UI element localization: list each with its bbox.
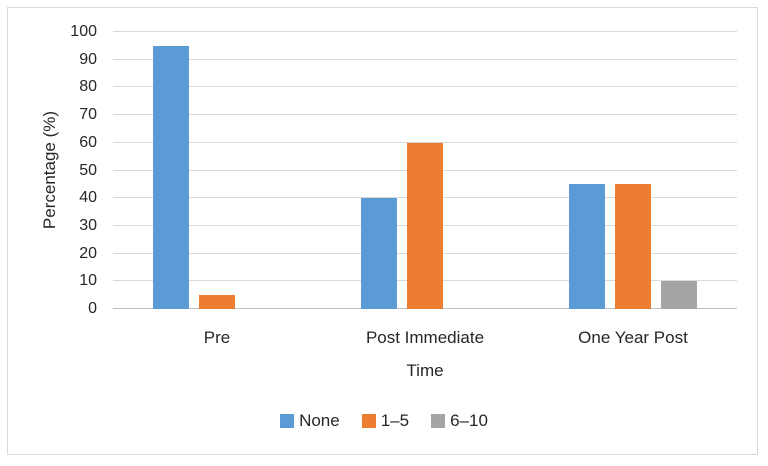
bar-groups xyxy=(113,32,737,309)
legend-swatch-icon xyxy=(431,414,446,428)
gridline-90 xyxy=(113,58,737,60)
legend-label: None xyxy=(299,411,340,430)
bar-None-Pre xyxy=(153,45,189,309)
legend-item-1–5: 1–5 xyxy=(361,411,410,431)
y-tick-label-60: 60 xyxy=(79,133,97,151)
y-tick-label-50: 50 xyxy=(79,161,97,179)
bar-None-One Year Post xyxy=(569,184,605,309)
gridline-60 xyxy=(113,141,737,143)
bar-1–5-Post Immediate xyxy=(407,142,443,309)
legend-label: 6–10 xyxy=(450,411,488,430)
legend-item-None: None xyxy=(280,411,340,431)
legend: None 1–5 6–10 xyxy=(0,411,768,431)
legend-swatch-icon xyxy=(280,414,295,428)
gridline-70 xyxy=(113,114,737,116)
x-category-label-1: Post Immediate xyxy=(365,328,485,347)
bar-group-2 xyxy=(529,32,737,309)
y-tick-label-0: 0 xyxy=(88,300,97,317)
y-tick-label-90: 90 xyxy=(79,50,97,68)
y-tick-label-80: 80 xyxy=(79,78,97,96)
x-axis-title: Time xyxy=(406,361,444,380)
legend-item-6–10: 6–10 xyxy=(431,411,488,431)
y-tick-label-20: 20 xyxy=(79,244,97,262)
y-tick-label-100: 100 xyxy=(70,23,97,40)
x-category-label-2: One Year Post xyxy=(578,328,688,347)
bar-6–10-One Year Post xyxy=(661,281,697,309)
bar-None-Post Immediate xyxy=(361,198,397,309)
y-tick-label-10: 10 xyxy=(79,272,97,290)
plot-area xyxy=(113,31,737,309)
bar-group-1 xyxy=(321,32,529,309)
bar-group-0 xyxy=(113,32,321,309)
y-tick-label-70: 70 xyxy=(79,106,97,124)
y-tick-label-40: 40 xyxy=(79,189,97,207)
legend-swatch-icon xyxy=(361,414,376,428)
bar-1–5-One Year Post xyxy=(615,184,651,309)
y-tick-label-30: 30 xyxy=(79,216,97,234)
x-category-label-0: Pre xyxy=(203,328,231,347)
gridline-100 xyxy=(113,31,737,32)
gridline-80 xyxy=(113,86,737,88)
bar-1–5-Pre xyxy=(199,295,235,309)
legend-label: 1–5 xyxy=(380,411,410,430)
